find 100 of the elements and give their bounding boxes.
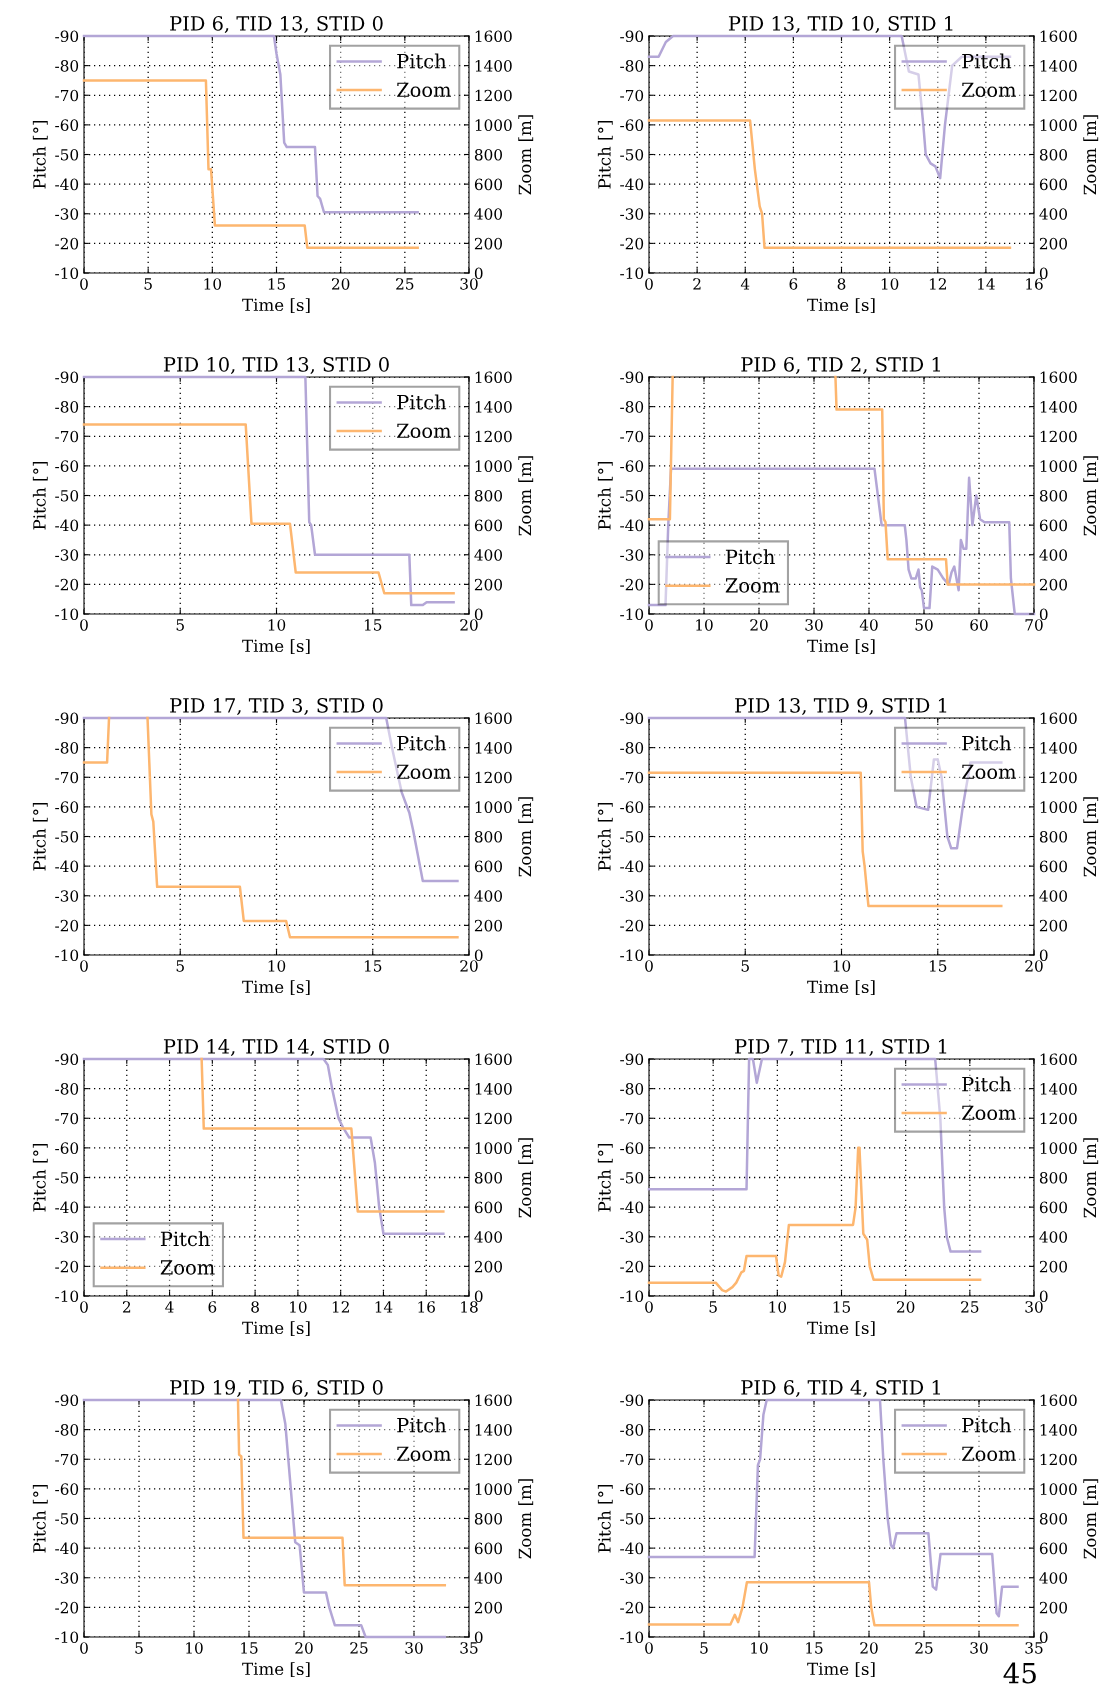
y2-tick-label: 400 (1039, 890, 1068, 902)
chart-title: PID 6, TID 4, STID 1 (741, 1380, 941, 1398)
y-tick-label: -30 (620, 890, 644, 902)
y-tick-label: -40 (55, 860, 79, 873)
legend-label: Pitch (725, 549, 775, 565)
y2-tick-label: 200 (1039, 919, 1068, 932)
y-tick-label: -30 (620, 1231, 644, 1243)
line-series (647, 119, 1012, 250)
y2-tick-label: 600 (474, 1542, 503, 1555)
x-tick-label: 0 (80, 1301, 88, 1313)
y2-axis-title: Zoom [m] (518, 1479, 534, 1559)
x-tick-label: 30 (1025, 1301, 1043, 1313)
y-tick-label: -30 (55, 208, 79, 220)
y-tick-label: -40 (55, 1201, 79, 1214)
legend-label: Pitch (397, 53, 447, 69)
y2-tick-label: 800 (1039, 489, 1068, 502)
x-tick-label: 25 (350, 1642, 368, 1654)
y2-tick-label: 400 (1039, 1231, 1068, 1243)
y2-tick-label: 1600 (1040, 712, 1077, 725)
y-tick-label: -60 (55, 119, 79, 131)
x-tick-label: 15 (364, 960, 382, 972)
legend-label: Pitch (397, 394, 447, 410)
y2-tick-label: 1000 (1040, 460, 1077, 472)
y2-tick-label: 800 (1039, 148, 1068, 161)
y2-axis-title: Zoom [m] (1083, 115, 1099, 195)
legend-label: Pitch (397, 735, 447, 751)
y-tick-label: -20 (55, 1260, 79, 1273)
y-axis-title: Pitch [°] (32, 1143, 48, 1212)
y2-tick-label: 1200 (1040, 1112, 1077, 1125)
y2-tick-label: 1600 (475, 30, 512, 43)
x-axis-title: Time [s] (242, 298, 310, 314)
x-axis-title: Time [s] (807, 1321, 875, 1337)
y-tick-label: -30 (55, 549, 79, 561)
x-axis-title: Time [s] (242, 639, 310, 655)
x-tick-label: 10 (751, 1642, 768, 1654)
y-tick-label: -40 (55, 1542, 79, 1555)
y-tick-label: -50 (55, 148, 79, 161)
x-tick-label: 20 (295, 1642, 313, 1654)
y-tick-label: -40 (55, 178, 79, 191)
y-tick-label: -60 (620, 1142, 644, 1154)
y-axis-title: Pitch [°] (32, 1484, 48, 1553)
y2-tick-label: 200 (1039, 578, 1068, 591)
x-axis-title: Time [s] (242, 1321, 310, 1337)
y-tick-label: -10 (55, 1631, 79, 1644)
y2-tick-label: 1000 (475, 1142, 512, 1154)
x-tick-label: 0 (645, 960, 653, 972)
x-tick-label: 20 (1025, 960, 1043, 972)
legend-label: Zoom (725, 578, 780, 593)
y2-tick-label: 400 (1039, 208, 1068, 220)
y-tick-label: -50 (620, 830, 644, 843)
x-tick-label: 5 (176, 619, 184, 631)
line-series (647, 1580, 1019, 1627)
y-tick-label: -60 (55, 1483, 79, 1495)
y2-axis-title: Zoom [m] (1083, 1479, 1099, 1559)
y2-tick-label: 1600 (1040, 371, 1077, 384)
x-tick-label: 20 (860, 1642, 878, 1654)
y-tick-label: -10 (55, 949, 79, 962)
legend-label: Zoom (962, 82, 1016, 98)
y2-tick-label: 1200 (475, 771, 512, 784)
y-tick-label: -10 (55, 608, 79, 621)
y-tick-label: -50 (55, 830, 79, 843)
x-tick-label: 16 (1026, 278, 1043, 290)
x-tick-label: 50 (915, 619, 933, 631)
y-tick-label: -30 (620, 208, 644, 220)
y2-tick-label: 1400 (475, 1424, 512, 1436)
y-tick-label: -60 (620, 460, 644, 472)
y2-tick-label: 1600 (1040, 30, 1077, 43)
legend-label: Zoom (962, 1105, 1016, 1121)
x-tick-label: 30 (405, 1642, 423, 1654)
legend-label: Pitch (962, 53, 1012, 69)
x-tick-label: 15 (268, 278, 286, 290)
y2-tick-label: 1200 (475, 430, 512, 443)
y2-tick-label: 1000 (1040, 1142, 1077, 1154)
y-tick-label: -70 (620, 1112, 644, 1125)
y-tick-label: -80 (620, 1424, 644, 1436)
y-tick-label: -80 (55, 1083, 79, 1095)
y2-tick-label: 200 (474, 1260, 503, 1273)
y2-tick-label: 200 (1039, 1601, 1068, 1614)
x-tick-label: 6 (789, 278, 798, 290)
x-tick-label: 2 (122, 1301, 131, 1313)
legend-label: Pitch (160, 1231, 210, 1247)
y-tick-label: -10 (620, 949, 644, 962)
x-tick-label: 15 (806, 1642, 823, 1654)
y2-tick-label: 1400 (1040, 742, 1077, 754)
legend-label: Zoom (397, 764, 451, 780)
y-tick-label: -40 (55, 519, 79, 532)
x-tick-label: 60 (970, 619, 988, 631)
y-axis-title: Pitch [°] (597, 802, 613, 871)
x-tick-label: 4 (165, 1301, 174, 1313)
y-tick-label: -70 (620, 1453, 644, 1466)
y2-tick-label: 600 (1039, 860, 1068, 873)
y-tick-label: -20 (620, 578, 644, 591)
y-tick-label: -10 (620, 1290, 644, 1303)
legend-label: Zoom (962, 1446, 1016, 1462)
x-tick-label: 30 (970, 1642, 988, 1654)
y2-tick-label: 600 (474, 519, 503, 532)
x-tick-label: 10 (769, 1301, 787, 1313)
y2-tick-label: 800 (1039, 830, 1068, 843)
x-axis-title: Time [s] (807, 298, 875, 314)
y2-tick-label: 1600 (475, 1394, 512, 1407)
